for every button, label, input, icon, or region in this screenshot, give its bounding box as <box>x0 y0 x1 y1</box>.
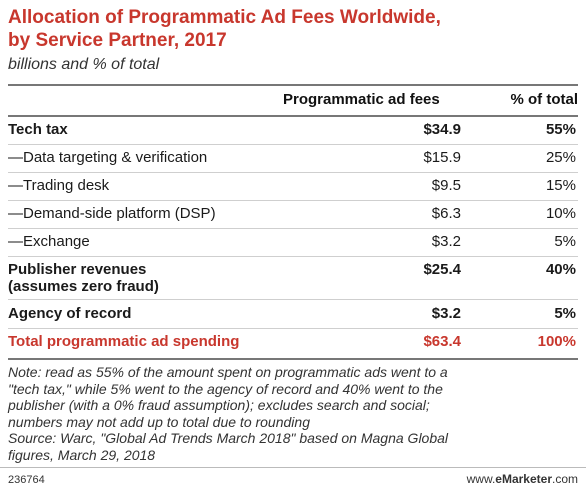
chart-title: Allocation of Programmatic Ad Fees World… <box>8 6 578 52</box>
chart-id: 236764 <box>8 474 45 486</box>
chart-title-line2: by Service Partner, 2017 <box>8 30 227 51</box>
row-divider <box>8 256 578 257</box>
brand-suffix: .com <box>551 472 578 486</box>
row-divider <box>8 328 578 329</box>
note-line: "tech tax," while 5% went to the agency … <box>8 380 443 397</box>
row-divider <box>8 144 578 145</box>
row-label: Tech tax <box>8 121 68 138</box>
brand-name: eMarketer <box>495 472 552 486</box>
row-label: —Exchange <box>8 233 90 250</box>
row-pct: 15% <box>545 177 576 194</box>
table-bottom-rule <box>8 358 578 360</box>
column-header-pct: % of total <box>510 91 579 108</box>
row-label: Total programmatic ad spending <box>8 333 240 350</box>
row-fees: $3.2 <box>431 305 461 322</box>
row-pct: 10% <box>545 205 576 222</box>
note-line: numbers may not add up to total due to r… <box>8 413 310 430</box>
row-fees: $34.9 <box>423 121 461 138</box>
row-divider <box>8 299 578 300</box>
row-label-line2: (assumes zero fraud) <box>8 278 159 295</box>
row-label: —Demand-side platform (DSP) <box>8 205 216 222</box>
row-fees: $63.4 <box>423 333 461 350</box>
note-line: publisher (with a 0% fraud assumption); … <box>8 397 430 413</box>
row-pct: 25% <box>545 149 576 166</box>
row-fees: $15.9 <box>423 149 461 166</box>
chart-title-line1: Allocation of Programmatic Ad Fees World… <box>8 7 441 28</box>
row-divider <box>8 200 578 201</box>
brand-prefix: www. <box>466 472 496 486</box>
chart-subtitle: billions and % of total <box>8 56 160 73</box>
row-label: Publisher revenues (assumes zero fraud) <box>8 261 159 295</box>
row-pct: 5% <box>554 305 576 322</box>
chart-note: Note: read as 55% of the amount spent on… <box>8 364 580 463</box>
row-label: Agency of record <box>8 305 132 322</box>
source-line: figures, March 29, 2018 <box>8 446 156 463</box>
header-bottom-rule <box>8 115 578 117</box>
header-top-rule <box>8 84 578 86</box>
column-header-fees: Programmatic ad fees <box>283 91 440 108</box>
source-line: Source: Warc, "Global Ad Trends March 20… <box>8 430 449 446</box>
row-pct: 55% <box>545 121 576 138</box>
row-label: —Data targeting & verification <box>8 149 208 166</box>
footer-divider <box>0 467 586 468</box>
row-divider <box>8 228 578 229</box>
row-pct: 40% <box>545 261 576 278</box>
note-line: Note: read as 55% of the amount spent on… <box>8 364 448 380</box>
row-fees: $9.5 <box>431 177 461 194</box>
row-fees: $6.3 <box>431 205 461 222</box>
row-pct: 100% <box>537 333 576 350</box>
row-divider <box>8 172 578 173</box>
row-pct: 5% <box>554 233 576 250</box>
brand-logo: www.eMarketer.com <box>467 472 578 486</box>
row-fees: $3.2 <box>431 233 461 250</box>
row-label: —Trading desk <box>8 177 110 194</box>
row-fees: $25.4 <box>423 261 461 278</box>
row-label-line1: Publisher revenues <box>8 261 147 278</box>
